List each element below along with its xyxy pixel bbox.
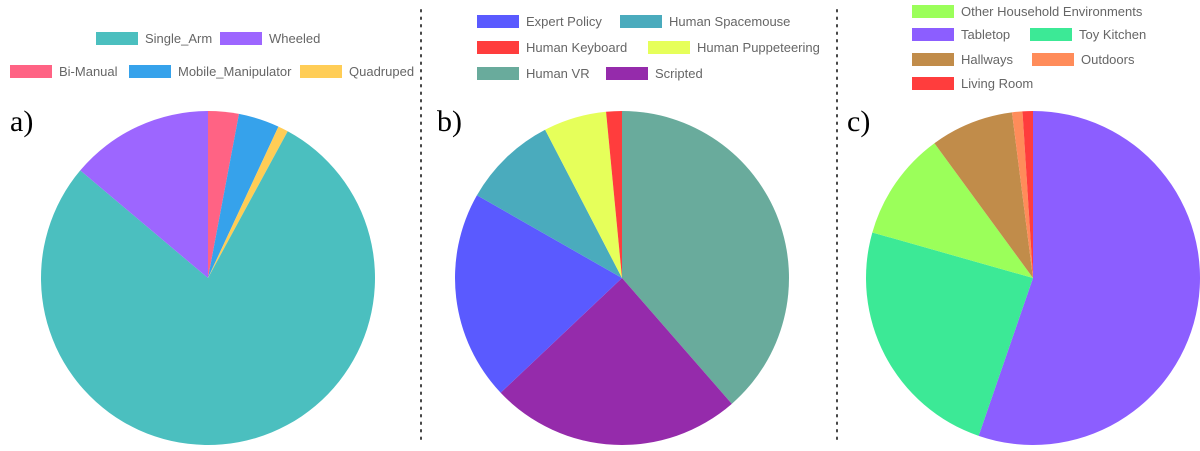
pie-slice-scripted — [500, 278, 732, 446]
legend-swatch-single-arm — [96, 32, 138, 45]
legend-swatch-hallways — [912, 53, 954, 66]
pie-slice-single-arm — [40, 131, 375, 446]
legend-swatch-expert-policy — [477, 15, 519, 28]
legend-swatch-human-puppeteering — [648, 41, 690, 54]
pie-chart-c — [866, 111, 1200, 445]
panel-label-a: a) — [10, 105, 33, 138]
legend-label-outdoors: Outdoors — [1081, 52, 1135, 67]
legend-label-wheeled: Wheeled — [269, 31, 320, 46]
pie-slice-expert-policy — [455, 195, 622, 393]
pie-slice-human-puppeteering — [545, 111, 622, 278]
legend-label-quadruped: Quadruped — [349, 64, 414, 79]
legend-label-tabletop: Tabletop — [961, 27, 1010, 42]
pie-slice-wheeled — [80, 111, 208, 278]
pie-slice-other-household-environments — [872, 143, 1033, 278]
legend-label-single-arm: Single_Arm — [145, 31, 212, 46]
legend-label-expert-policy: Expert Policy — [526, 14, 602, 29]
legend-c: Other Household Environments Tabletop Toy … — [912, 4, 1146, 91]
legend-swatch-mobile-manipulator — [129, 65, 171, 78]
pie-slice-quadruped — [208, 126, 288, 278]
legend-a: Single_Arm Wheeled Bi-Manual Mobile_Manipul… — [10, 31, 414, 79]
pie-slice-human-spacemouse — [476, 129, 622, 278]
legend-label-living-room: Living Room — [961, 76, 1033, 91]
pie-chart-b — [455, 111, 790, 446]
legend-swatch-wheeled — [220, 32, 262, 45]
legend-swatch-human-spacemouse — [620, 15, 662, 28]
legend-swatch-outdoors — [1032, 53, 1074, 66]
pie-slice-bi-manual — [208, 111, 239, 278]
legend-b: Expert Policy Human Spacemouse Human Keybo… — [477, 14, 820, 81]
legend-swatch-living-room — [912, 77, 954, 90]
legend-swatch-scripted — [606, 67, 648, 80]
pie-slice-human-keyboard — [606, 111, 622, 278]
pie-slice-toy-kitchen — [866, 232, 1033, 436]
panel-label-c: c) — [847, 105, 870, 138]
pie-slice-mobile-manipulator — [208, 113, 279, 279]
legend-label-human-vr: Human VR — [526, 66, 590, 81]
legend-swatch-toy-kitchen — [1030, 28, 1072, 41]
legend-swatch-other-household-environments — [912, 5, 954, 18]
pie-slice-outdoors — [1011, 111, 1033, 278]
legend-label-human-puppeteering: Human Puppeteering — [697, 40, 820, 55]
legend-label-other-household-environments: Other Household Environments — [961, 4, 1143, 19]
legend-swatch-bi-manual — [10, 65, 52, 78]
pie-chart-a — [40, 111, 375, 446]
legend-label-human-spacemouse: Human Spacemouse — [669, 14, 790, 29]
legend-swatch-human-vr — [477, 67, 519, 80]
panel-label-b: b) — [437, 105, 462, 138]
legend-label-toy-kitchen: Toy Kitchen — [1079, 27, 1146, 42]
legend-label-hallways: Hallways — [961, 52, 1014, 67]
legend-swatch-human-keyboard — [477, 41, 519, 54]
pie-slice-tabletop — [978, 111, 1200, 445]
legend-swatch-quadruped — [300, 65, 342, 78]
legend-swatch-tabletop — [912, 28, 954, 41]
legend-label-scripted: Scripted — [655, 66, 703, 81]
legend-label-bi-manual: Bi-Manual — [59, 64, 118, 79]
pie-slice-living-room — [1022, 111, 1033, 278]
legend-label-mobile-manipulator: Mobile_Manipulator — [178, 64, 292, 79]
pie-slice-human-vr — [622, 111, 790, 404]
pie-slice-hallways — [934, 112, 1033, 278]
legend-label-human-keyboard: Human Keyboard — [526, 40, 627, 55]
